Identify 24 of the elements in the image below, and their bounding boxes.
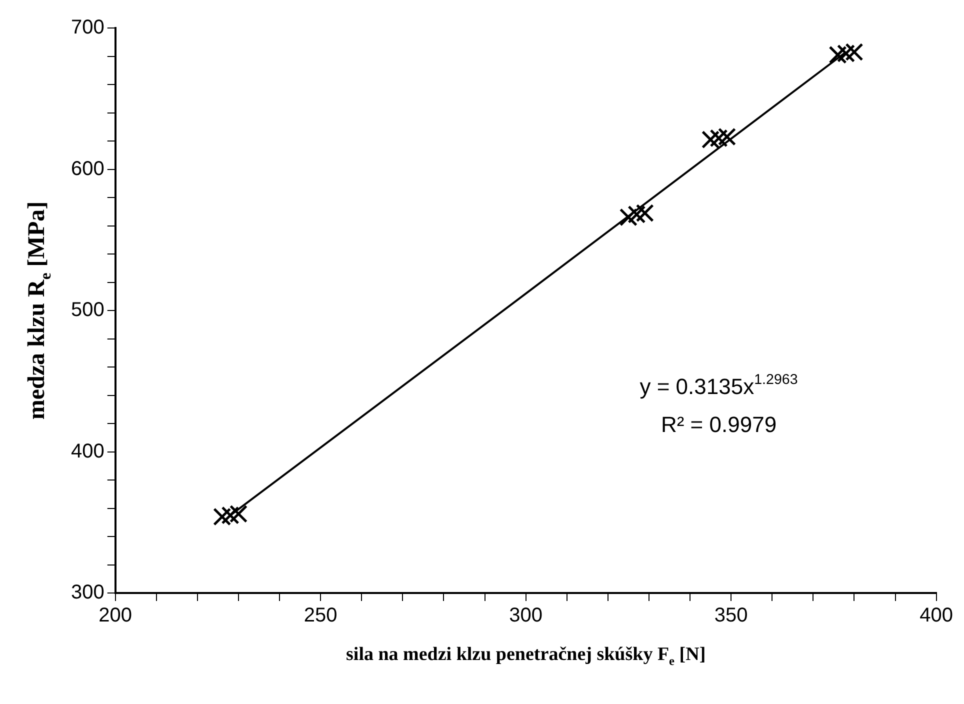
point — [718, 128, 736, 146]
point — [628, 205, 646, 224]
x-tick-label: 350 — [714, 604, 748, 627]
y-tick-label: 500 — [70, 299, 104, 322]
point — [221, 506, 240, 524]
y-tick-label: 600 — [70, 158, 104, 180]
x-tick-label: 250 — [304, 604, 338, 627]
y-tick-label: 400 — [70, 440, 104, 462]
point — [836, 44, 856, 62]
annotation: R² = 0.9979 — [660, 412, 777, 438]
point — [229, 504, 248, 523]
x-tick-label: 400 — [920, 604, 954, 627]
point — [828, 46, 847, 64]
point — [702, 130, 720, 149]
point — [710, 129, 728, 148]
point — [213, 508, 232, 526]
y-tick-label: 300 — [70, 582, 104, 604]
x-tick-label: 300 — [509, 604, 543, 627]
x-tick-label: 200 — [98, 604, 132, 627]
y-axis-title: medza klzu Re [MPa] — [24, 201, 54, 420]
point — [845, 42, 864, 62]
y-tick-label: 700 — [70, 16, 104, 39]
point — [619, 208, 638, 226]
point — [636, 204, 654, 222]
